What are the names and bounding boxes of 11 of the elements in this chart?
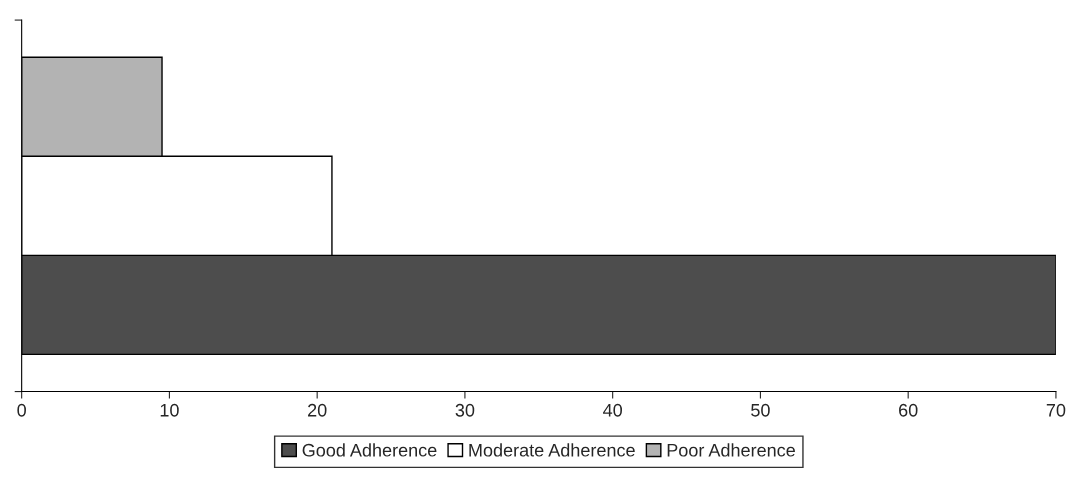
x-tick-label: 60 bbox=[899, 403, 918, 417]
legend-label: Poor Adherence bbox=[667, 443, 795, 457]
x-tick-label: 40 bbox=[603, 403, 622, 417]
x-tick-label: 70 bbox=[1046, 403, 1066, 417]
x-tick-label: 30 bbox=[455, 403, 475, 417]
x-tick-label: 50 bbox=[751, 403, 770, 417]
x-tick-label: 0 bbox=[17, 403, 26, 417]
legend-label: Moderate Adherence bbox=[469, 443, 635, 457]
x-tick-label: 10 bbox=[160, 403, 179, 417]
x-tick-label: 20 bbox=[308, 403, 327, 417]
legend-label: Good Adherence bbox=[302, 443, 437, 457]
